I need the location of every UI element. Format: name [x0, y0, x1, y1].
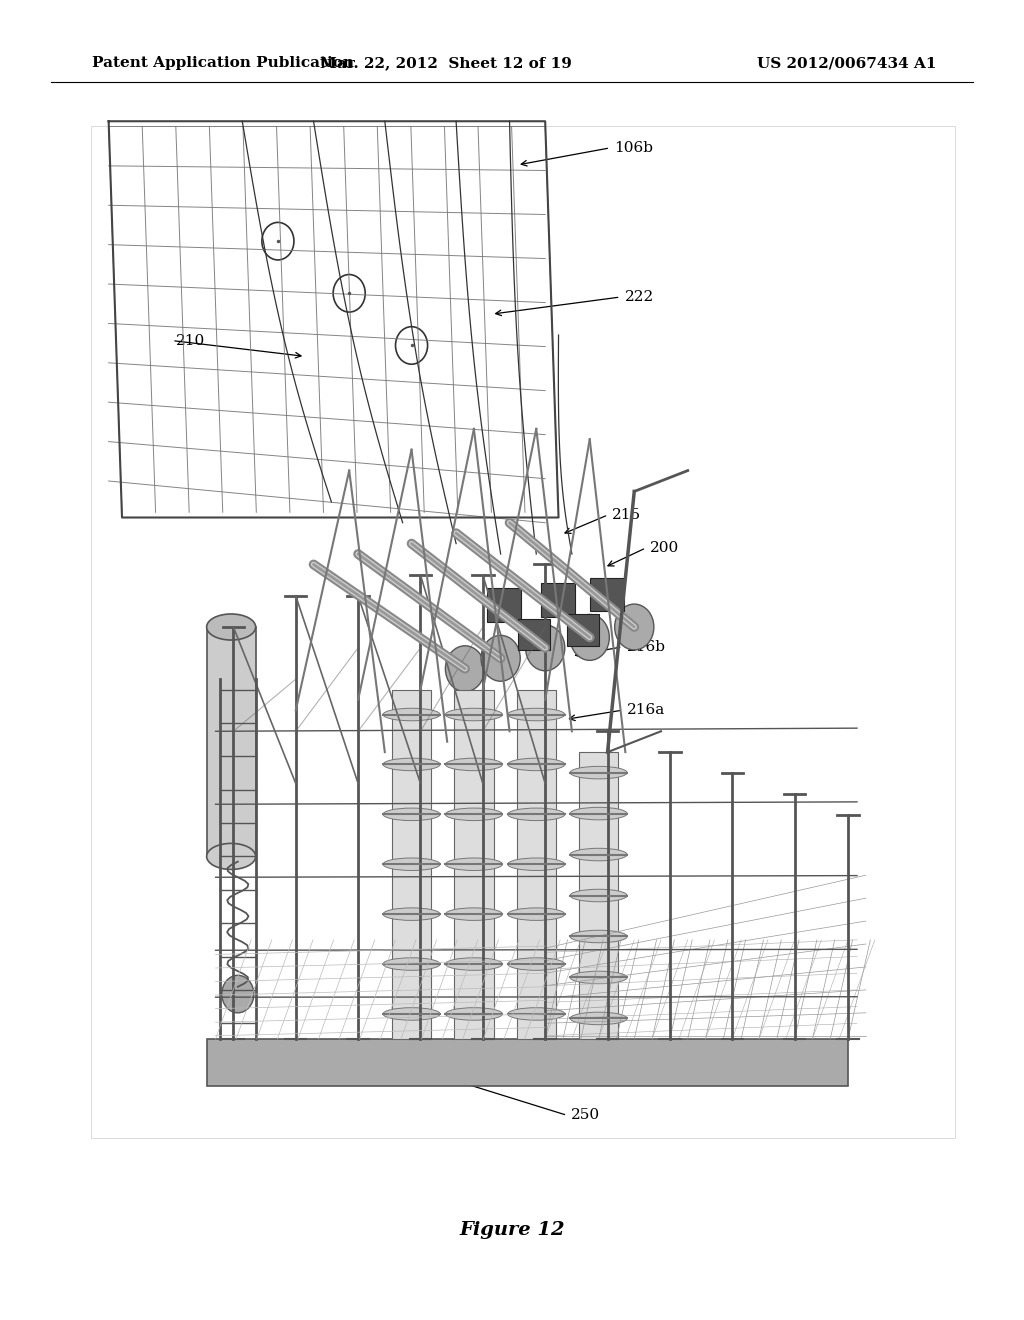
Text: 216b: 216b [627, 640, 666, 653]
Text: Patent Application Publication: Patent Application Publication [92, 57, 354, 70]
Text: 222: 222 [625, 290, 654, 304]
Ellipse shape [570, 890, 627, 902]
Ellipse shape [445, 758, 503, 771]
Ellipse shape [445, 908, 503, 920]
Bar [567, 615, 599, 645]
Bar [487, 589, 521, 622]
Circle shape [525, 624, 565, 671]
Bar [517, 689, 556, 1039]
Text: 210: 210 [176, 334, 206, 347]
Bar [455, 689, 494, 1039]
Ellipse shape [445, 1007, 503, 1020]
Ellipse shape [445, 958, 503, 970]
Ellipse shape [508, 808, 565, 821]
Bar [541, 583, 574, 616]
Bar [207, 627, 256, 857]
Ellipse shape [570, 808, 627, 820]
Ellipse shape [383, 1007, 440, 1020]
Bar [207, 1039, 848, 1086]
Ellipse shape [570, 849, 627, 861]
Circle shape [445, 645, 484, 692]
Text: Mar. 22, 2012  Sheet 12 of 19: Mar. 22, 2012 Sheet 12 of 19 [319, 57, 571, 70]
Ellipse shape [508, 908, 565, 920]
Circle shape [481, 635, 520, 681]
Ellipse shape [383, 808, 440, 821]
Text: 200: 200 [650, 541, 680, 554]
Ellipse shape [445, 808, 503, 821]
Ellipse shape [570, 1012, 627, 1024]
Ellipse shape [383, 758, 440, 771]
Ellipse shape [508, 709, 565, 721]
Ellipse shape [207, 843, 256, 870]
Ellipse shape [445, 858, 503, 870]
Circle shape [614, 605, 654, 649]
Ellipse shape [508, 858, 565, 870]
Ellipse shape [445, 709, 503, 721]
Text: US 2012/0067434 A1: US 2012/0067434 A1 [758, 57, 937, 70]
Ellipse shape [570, 931, 627, 942]
Text: 250: 250 [571, 1109, 600, 1122]
Text: 215: 215 [612, 508, 641, 521]
Circle shape [222, 975, 254, 1012]
Ellipse shape [383, 709, 440, 721]
Ellipse shape [508, 1007, 565, 1020]
Ellipse shape [207, 614, 256, 640]
Ellipse shape [570, 972, 627, 983]
Text: 216a: 216a [627, 704, 665, 717]
Text: Figure 12: Figure 12 [459, 1221, 565, 1239]
Text: 106b: 106b [614, 141, 653, 154]
Ellipse shape [570, 767, 627, 779]
Bar [392, 689, 431, 1039]
Bar [579, 752, 618, 1039]
Bar [590, 578, 624, 611]
Circle shape [570, 615, 609, 660]
Bar [518, 619, 550, 649]
Ellipse shape [383, 908, 440, 920]
Ellipse shape [383, 958, 440, 970]
Ellipse shape [508, 758, 565, 771]
Ellipse shape [383, 858, 440, 870]
Ellipse shape [508, 958, 565, 970]
